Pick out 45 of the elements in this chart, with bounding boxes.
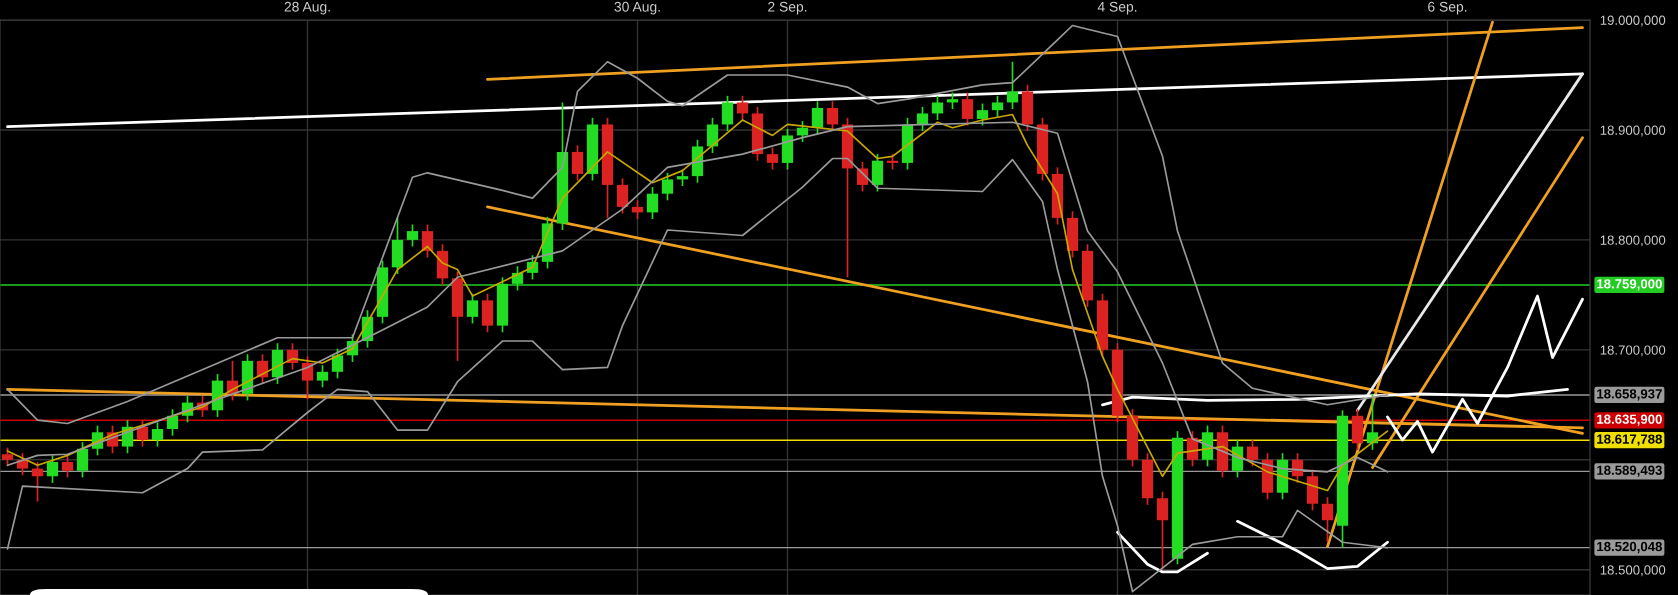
candlestick [811,100,824,136]
candlestick [1246,439,1259,468]
ref-line-label: 18.759,000 [1597,279,1662,291]
candlestick [826,100,839,132]
candlestick [406,223,419,248]
ref-line-label: 18.658,937 [1597,389,1662,401]
candlestick [931,95,944,121]
candlestick [151,421,164,448]
candlestick [661,171,674,202]
x-tick-label: 30 Aug. [614,1,660,15]
candlestick [991,95,1004,118]
candlestick [46,454,59,484]
candlestick [1006,60,1019,110]
candlestick [976,102,989,127]
y-tick-label: 18.500,000 [1600,565,1666,577]
line-series [1116,530,1209,574]
candlestick [1156,490,1169,571]
x-tick-label: 6 Sep. [1428,1,1467,15]
ref-line-label: 18.635,900 [1597,414,1662,426]
x-tick-label: 2 Sep. [768,1,807,15]
candlestick [571,144,584,182]
candlestick [706,117,719,154]
candlestick [136,419,149,448]
candlestick [736,95,749,121]
candlestick [721,95,734,132]
y-tick-label: 18.700,000 [1600,345,1666,357]
candlestick [331,347,344,380]
ref-line-label: 18.589,493 [1597,465,1662,477]
x-tick-label: 28 Aug. [284,1,330,15]
candlestick [916,106,929,132]
y-tick-label: 18.800,000 [1600,235,1666,247]
y-tick-label: 19.000,000 [1600,15,1666,27]
candlestick [646,186,659,220]
candlestick [316,364,329,389]
candlestick [76,441,89,479]
candlestick [1321,496,1334,544]
candlestick [961,91,974,127]
candlestick [61,454,74,479]
line-series [1236,519,1389,570]
x-tick-label: 4 Sep. [1097,1,1137,15]
y-tick-label: 18.900,000 [1600,125,1666,137]
ref-line-label: 18.520,048 [1597,541,1662,554]
candlestick [616,177,629,215]
candlestick [766,146,779,171]
ref-line-label: 18.617,788 [1597,434,1662,446]
